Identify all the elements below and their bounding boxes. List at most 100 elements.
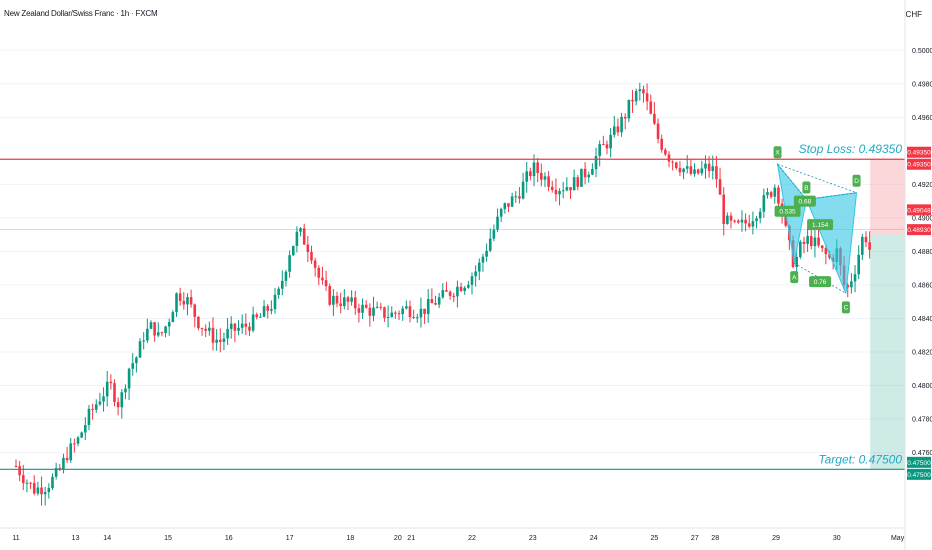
candle-body xyxy=(820,245,824,249)
candle-body xyxy=(43,492,47,495)
candle-body xyxy=(696,169,700,174)
x-tick-label: 22 xyxy=(468,535,476,542)
candle-body xyxy=(131,363,135,369)
x-tick-label: 16 xyxy=(225,535,233,542)
candle-body xyxy=(273,294,277,310)
candle-body xyxy=(156,332,160,336)
candle-body xyxy=(394,312,397,314)
candle-body xyxy=(306,244,310,253)
candle-body xyxy=(167,322,171,327)
x-tick-label: 28 xyxy=(711,535,719,542)
candle-body xyxy=(197,316,200,329)
stop-loss-tag-box xyxy=(907,158,931,170)
candle-body xyxy=(456,286,459,297)
candle-body xyxy=(186,297,189,305)
candle-body xyxy=(477,262,481,272)
point-label-text: A xyxy=(792,274,797,281)
currency-label: CHF xyxy=(905,10,922,19)
pattern-point-c: C xyxy=(841,301,850,314)
candle-body xyxy=(605,144,609,149)
candle-body xyxy=(671,161,674,163)
candle-body xyxy=(598,144,601,156)
target-tag: 0.47500 xyxy=(907,456,931,468)
candle-body xyxy=(561,190,565,192)
candle-body xyxy=(310,252,313,261)
point-label-text: C xyxy=(844,305,849,312)
candle-body xyxy=(864,236,868,243)
candle-body xyxy=(850,281,853,288)
candle-body xyxy=(390,312,394,318)
stop-loss-tag: 0.49350 xyxy=(907,158,931,170)
candle-body xyxy=(295,231,299,246)
candle-body xyxy=(317,267,321,278)
candle-body xyxy=(357,308,361,313)
candle-body xyxy=(580,168,583,187)
candle-body xyxy=(602,144,605,146)
target-tag-text: 0.47500 xyxy=(907,472,931,479)
candle-body xyxy=(171,312,175,323)
candle-body xyxy=(135,357,138,364)
candle-body xyxy=(383,307,386,318)
candle-body xyxy=(65,457,69,461)
candle-body xyxy=(29,482,32,484)
x-tick-label: 21 xyxy=(407,535,415,542)
candle-body xyxy=(368,307,372,316)
candle-body xyxy=(412,317,415,319)
x-tick-label: 14 xyxy=(103,535,111,542)
candle-body xyxy=(200,328,204,330)
candle-body xyxy=(18,466,21,476)
stop-loss-tag-box xyxy=(907,146,931,158)
candle-body xyxy=(868,242,871,250)
candle-body xyxy=(737,220,740,223)
x-tick-label: 25 xyxy=(651,535,659,542)
candle-body xyxy=(660,138,663,150)
current-price-tag-text: 0.48930 xyxy=(907,227,931,234)
candle-body xyxy=(711,166,715,171)
candle-body xyxy=(642,89,645,94)
candle-body xyxy=(281,280,284,289)
candle-body xyxy=(302,228,306,245)
candle-body xyxy=(434,303,437,305)
candle-body xyxy=(233,323,237,331)
candle-body xyxy=(372,307,375,316)
point-label-box xyxy=(790,271,799,284)
candle-body xyxy=(62,457,65,470)
candle-body xyxy=(726,215,729,225)
candle-body xyxy=(496,216,499,230)
ratio-label-text: 0.68 xyxy=(799,198,812,205)
candle-body xyxy=(109,381,113,384)
pattern-ratio-label: 0.535 xyxy=(774,205,801,217)
candle-body xyxy=(175,293,178,313)
candle-body xyxy=(572,177,576,191)
candle-body xyxy=(777,187,780,204)
candle-body xyxy=(802,241,806,244)
candle-body xyxy=(218,339,222,342)
candle-body xyxy=(332,295,335,305)
x-tick-label: 24 xyxy=(590,535,598,542)
candle-body xyxy=(54,468,58,477)
target-zone xyxy=(870,234,905,470)
candle-body xyxy=(481,256,485,263)
candle-body xyxy=(609,134,612,149)
ratio-label-box xyxy=(807,219,834,231)
target-tag: 0.47500 xyxy=(907,468,931,480)
candle-body xyxy=(583,168,587,178)
candle-body xyxy=(510,196,514,207)
candle-body xyxy=(824,248,828,255)
candle-body xyxy=(146,328,149,341)
candle-body xyxy=(248,326,251,331)
x-tick-label: 18 xyxy=(347,535,355,542)
candle-body xyxy=(405,306,408,309)
candle-body xyxy=(313,260,317,268)
pattern-ratio-label: 0.76 xyxy=(809,276,832,288)
candle-body xyxy=(755,218,758,222)
x-tick-label: 30 xyxy=(833,535,841,542)
pattern-ratio-label: 1.154 xyxy=(807,219,834,231)
candle-body xyxy=(485,250,488,257)
candle-body xyxy=(620,116,623,133)
candle-body xyxy=(809,236,813,247)
